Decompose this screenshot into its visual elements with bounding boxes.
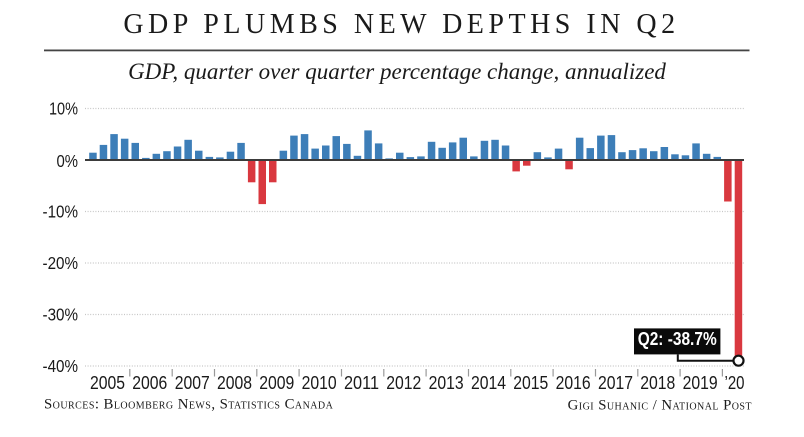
svg-text:-20%: -20% (43, 253, 79, 273)
svg-text:2008: 2008 (217, 372, 252, 393)
svg-text:Sources: Bloomberg News, Stati: Sources: Bloomberg News, Statistics Cana… (44, 397, 334, 413)
svg-text:2019: 2019 (683, 372, 718, 393)
svg-text:GDP, quarter over quarter perc: GDP, quarter over quarter percentage cha… (128, 59, 666, 84)
svg-text:2012: 2012 (386, 372, 421, 393)
svg-text:Gigi Suhanic / National Post: Gigi Suhanic / National Post (568, 398, 752, 414)
svg-text:2006: 2006 (132, 372, 167, 393)
svg-text:2007: 2007 (175, 372, 210, 393)
svg-text:’20: ’20 (725, 372, 745, 393)
svg-text:2017: 2017 (598, 372, 633, 393)
svg-text:2018: 2018 (640, 372, 675, 393)
svg-text:-40%: -40% (43, 356, 79, 376)
svg-text:GDP PLUMBS NEW DEPTHS IN Q2: GDP PLUMBS NEW DEPTHS IN Q2 (123, 9, 679, 40)
svg-text:-30%: -30% (43, 305, 79, 325)
svg-text:2014: 2014 (471, 372, 506, 393)
svg-text:Q2: -38.7%: Q2: -38.7% (638, 328, 717, 349)
svg-text:2010: 2010 (302, 372, 337, 393)
svg-text:2016: 2016 (556, 372, 591, 393)
svg-text:2015: 2015 (513, 372, 548, 393)
svg-text:2013: 2013 (429, 372, 464, 393)
svg-text:-10%: -10% (43, 202, 79, 222)
svg-text:2011: 2011 (344, 372, 379, 393)
svg-text:10%: 10% (49, 99, 78, 119)
svg-text:2005: 2005 (90, 372, 125, 393)
svg-text:0%: 0% (57, 151, 79, 171)
svg-text:2009: 2009 (259, 372, 294, 393)
